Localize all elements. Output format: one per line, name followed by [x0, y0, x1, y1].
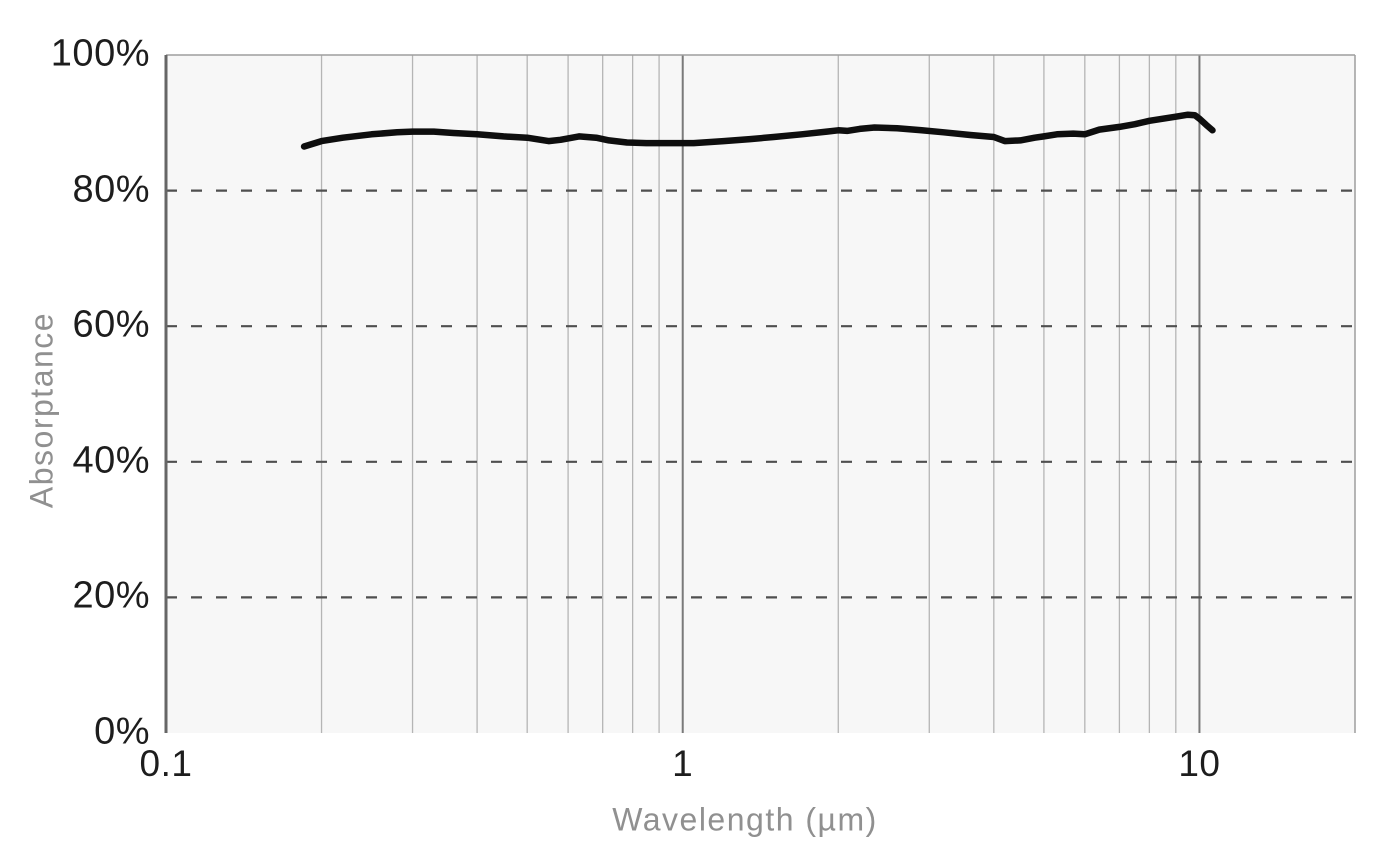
x-tick-label: 0.1 — [139, 743, 193, 784]
y-tick-label: 20% — [72, 575, 150, 618]
x-tick-label: 1 — [672, 743, 694, 784]
y-tick-label: 100% — [50, 32, 150, 75]
y-tick-label: 60% — [72, 303, 150, 346]
absorptance-curve — [300, 111, 1216, 150]
y-tick-label: 0% — [94, 710, 150, 753]
y-tick-label: 40% — [72, 439, 150, 482]
x-tick-label: 10 — [1178, 743, 1221, 784]
x-axis-title: Wavelength (µm) — [612, 801, 878, 838]
y-axis-title: Absorptance — [23, 311, 60, 509]
y-tick-label: 80% — [72, 168, 150, 211]
plot-area — [166, 55, 1355, 733]
